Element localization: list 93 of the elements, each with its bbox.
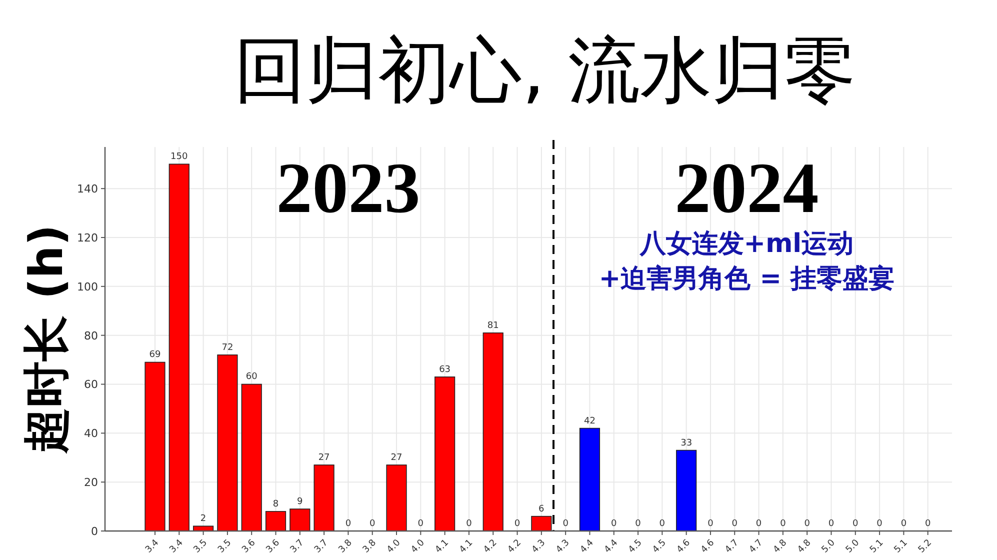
data-label: 6 xyxy=(538,504,545,514)
bar xyxy=(314,464,334,532)
x-tick-label: 4.5 xyxy=(651,538,668,556)
x-tick-label: 4.6 xyxy=(675,538,693,556)
bar xyxy=(386,464,407,532)
bar xyxy=(579,428,600,532)
data-label: 42 xyxy=(584,416,596,426)
x-tick-label: 3.4 xyxy=(168,538,186,556)
data-label: 63 xyxy=(439,364,451,375)
data-label: 27 xyxy=(390,452,402,463)
data-label: 0 xyxy=(756,519,762,529)
data-label: 0 xyxy=(611,519,618,529)
bar xyxy=(168,164,190,532)
data-label: 2 xyxy=(200,514,206,524)
x-tick-label: 4.4 xyxy=(578,538,596,556)
x-tick-label: 3.5 xyxy=(192,538,210,556)
y-tick-label: 120 xyxy=(77,231,98,244)
bar xyxy=(144,362,166,532)
data-label: 60 xyxy=(246,372,258,382)
text: 2024 xyxy=(674,148,819,228)
data-label: 0 xyxy=(562,519,569,529)
bar xyxy=(482,332,504,532)
x-tick-label: 3.7 xyxy=(312,538,330,556)
y-tick-label: 0 xyxy=(91,525,98,538)
data-label: 0 xyxy=(876,519,883,529)
bar xyxy=(676,450,697,532)
data-label: 0 xyxy=(659,519,666,529)
data-label: 0 xyxy=(780,519,786,529)
data-label: 150 xyxy=(170,152,188,162)
data-label: 8 xyxy=(272,499,279,510)
y-tick-label: 100 xyxy=(77,280,98,294)
x-tick-label: 4.2 xyxy=(482,538,500,556)
x-tick-label: 4.0 xyxy=(410,538,427,556)
x-tick-label: 5.0 xyxy=(844,538,862,556)
data-label: 0 xyxy=(345,519,352,529)
y-tick-label: 80 xyxy=(84,329,98,342)
x-tick-label: 4.8 xyxy=(796,538,814,556)
data-label: 0 xyxy=(732,519,738,529)
data-label: 27 xyxy=(318,452,330,463)
data-label: 0 xyxy=(514,519,520,529)
y-tick-label: 140 xyxy=(77,182,98,196)
x-tick-label: 4.7 xyxy=(724,538,741,556)
x-tick-label: 5.1 xyxy=(868,538,886,556)
x-tick-label: 4.8 xyxy=(772,538,790,556)
x-tick-label: 4.3 xyxy=(554,538,572,556)
data-label: 0 xyxy=(900,519,907,529)
x-tick-label: 4.2 xyxy=(506,538,524,556)
series-label: 2023 xyxy=(276,148,420,228)
x-tick-label: 3.8 xyxy=(337,538,355,556)
y-tick-label: 60 xyxy=(84,378,98,392)
x-tick-label: 3.6 xyxy=(264,538,282,556)
x-tick-label: 5.1 xyxy=(892,538,910,556)
x-tick-label: 4.1 xyxy=(434,538,451,556)
x-tick-label: 4.6 xyxy=(699,538,717,556)
x-tick-label: 3.4 xyxy=(144,538,162,556)
bar xyxy=(531,516,552,532)
data-label: 0 xyxy=(804,519,810,529)
x-tick-label: 4.3 xyxy=(530,538,548,556)
x-tick-label: 5.2 xyxy=(916,538,934,556)
x-tick-label: 5.0 xyxy=(820,538,838,556)
data-label: 69 xyxy=(149,350,161,360)
x-tick-label: 3.7 xyxy=(288,538,306,556)
data-label: 0 xyxy=(852,519,859,529)
x-tick-label: 4.5 xyxy=(626,538,644,556)
bar xyxy=(217,354,238,532)
y-tick-label: 40 xyxy=(84,427,98,440)
data-label: 0 xyxy=(466,519,472,529)
y-tick-label: 20 xyxy=(84,476,98,490)
data-label: 0 xyxy=(828,519,834,529)
data-label: 0 xyxy=(635,519,642,529)
data-label: 33 xyxy=(680,438,692,448)
x-tick-label: 3.6 xyxy=(240,538,258,556)
data-label: 81 xyxy=(487,320,499,331)
chart-title: 回归初心, 流水归零 xyxy=(234,28,856,112)
data-label: 0 xyxy=(708,519,714,529)
y-axis-title: 超时长 (h) xyxy=(19,224,73,454)
x-tick-label: 3.5 xyxy=(216,538,234,556)
data-label: 72 xyxy=(222,342,234,353)
x-tick-label: 4.0 xyxy=(385,538,403,556)
x-tick-label: 3.8 xyxy=(361,538,379,556)
annotation: 八女连发+ml运动 xyxy=(638,229,854,259)
x-tick-label: 4.1 xyxy=(458,538,476,556)
bar xyxy=(290,508,310,532)
data-label: 0 xyxy=(924,519,931,529)
data-label: 0 xyxy=(369,519,376,529)
data-label: 0 xyxy=(418,519,424,529)
bar xyxy=(265,511,286,532)
x-tick-label: 4.4 xyxy=(602,538,620,556)
annotation: +迫害男角色 = 挂零盛宴 xyxy=(598,264,895,294)
bar xyxy=(434,376,456,532)
bar xyxy=(241,384,262,532)
data-label: 9 xyxy=(297,496,304,507)
x-tick-label: 4.7 xyxy=(748,538,765,556)
